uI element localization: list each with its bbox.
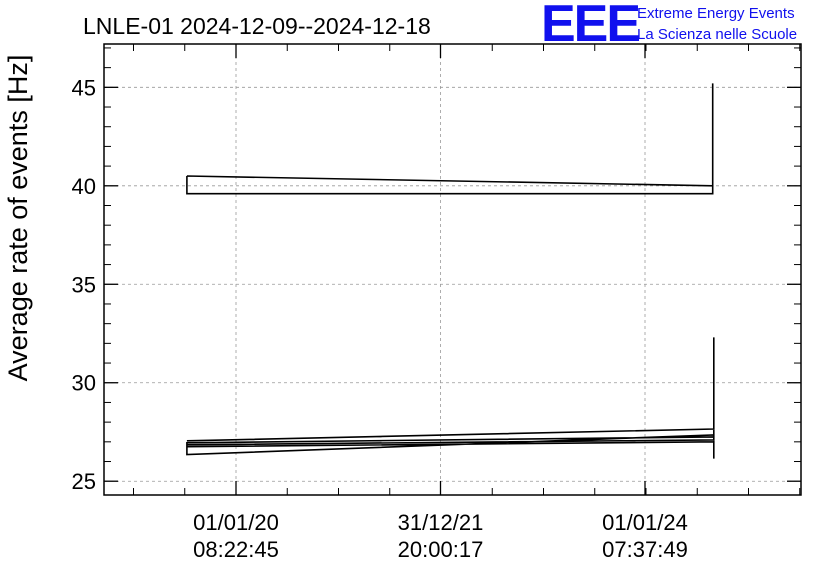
eee-logo-line1: Extreme Energy Events (637, 5, 795, 22)
gridlines (104, 44, 801, 495)
chart-title: LNLE-01 2024-12-09--2024-12-18 (83, 13, 431, 39)
y-axis-label: Average rate of events [Hz] (3, 55, 33, 382)
eee-logo: EEE Extreme Energy Events La Scienza nel… (541, 0, 797, 53)
series-line-2 (186, 337, 715, 459)
y-tick-label: 45 (72, 75, 96, 100)
y-tick-label: 40 (72, 174, 96, 199)
series-layer (186, 83, 715, 459)
eee-logo-mark: EEE (541, 0, 639, 53)
series-line-1 (186, 83, 714, 195)
eee-logo-line2: La Scienza nelle Scuole (637, 26, 797, 43)
axis-ticks (104, 44, 801, 495)
x-tick-label-date: 01/01/24 (602, 510, 688, 535)
y-tick-label: 30 (72, 371, 96, 396)
x-tick-label-time: 07:37:49 (602, 537, 688, 562)
plot-frame (103, 43, 802, 496)
x-tick-label-time: 08:22:45 (193, 537, 279, 562)
y-tick-label: 25 (72, 469, 96, 494)
x-tick-label-date: 31/12/21 (398, 510, 484, 535)
y-tick-label: 35 (72, 272, 96, 297)
y-tick-labels: 25 30 35 40 45 (72, 75, 96, 494)
x-tick-label-date: 01/01/20 (193, 510, 279, 535)
x-tick-label-time: 20:00:17 (398, 537, 484, 562)
